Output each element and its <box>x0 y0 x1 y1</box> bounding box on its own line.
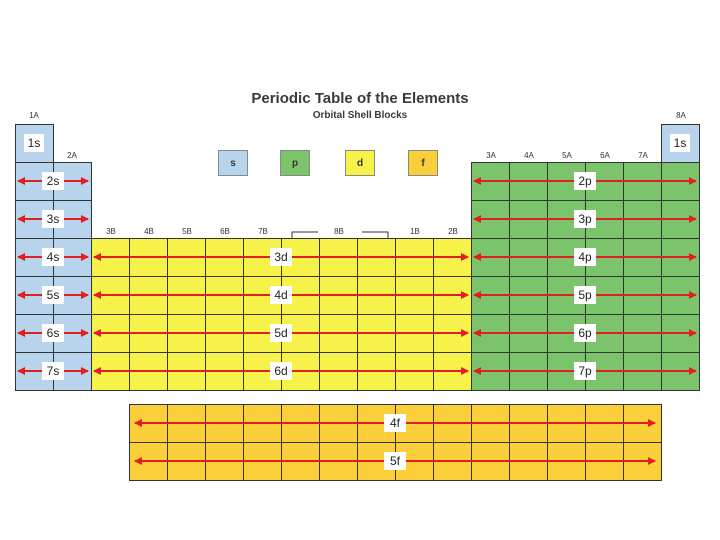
block-label-d: 3d <box>270 248 292 266</box>
block-label-p: 7p <box>574 362 596 380</box>
block-label-d: 4d <box>270 286 292 304</box>
legend-f-block: f <box>408 150 438 176</box>
group-label-2b: 2B <box>448 227 458 236</box>
page-title: Periodic Table of the Elements <box>251 90 469 107</box>
block-label-s: 7s <box>42 362 64 380</box>
group-label-1a: 1A <box>29 111 39 120</box>
block-label-p: 2p <box>574 172 596 190</box>
group-label-5a: 5A <box>562 151 572 160</box>
element-cell-s <box>15 124 54 163</box>
block-label-f: 4f <box>384 414 406 432</box>
group-label-6b: 6B <box>220 227 230 236</box>
block-label-d: 6d <box>270 362 292 380</box>
legend-s-block: s <box>218 150 248 176</box>
group-label-7b: 7B <box>258 227 268 236</box>
block-label-p: 3p <box>574 210 596 228</box>
page-subtitle: Orbital Shell Blocks <box>312 110 408 121</box>
block-label-d: 5d <box>270 324 292 342</box>
block-label-s: 5s <box>42 286 64 304</box>
group-label-1b: 1B <box>410 227 420 236</box>
block-label-1s-h: 1s <box>24 134 44 152</box>
group-label-3a: 3A <box>486 151 496 160</box>
block-label-p: 4p <box>574 248 596 266</box>
legend-p-block: p <box>280 150 310 176</box>
group-label-8a: 8A <box>676 111 686 120</box>
block-label-s: 4s <box>42 248 64 266</box>
block-label-s: 6s <box>42 324 64 342</box>
group-label-5b: 5B <box>182 227 192 236</box>
block-label-p: 5p <box>574 286 596 304</box>
group-label-8b: 8B <box>320 227 358 236</box>
group-label-7a: 7A <box>638 151 648 160</box>
group-label-2a: 2A <box>67 151 77 160</box>
group-label-3b: 3B <box>106 227 116 236</box>
group-label-4a: 4A <box>524 151 534 160</box>
legend-d-block: d <box>345 150 375 176</box>
block-label-s: 3s <box>42 210 64 228</box>
group-label-6a: 6A <box>600 151 610 160</box>
block-label-f: 5f <box>384 452 406 470</box>
block-label-p: 6p <box>574 324 596 342</box>
block-label-s: 2s <box>42 172 64 190</box>
group-label-4b: 4B <box>144 227 154 236</box>
block-label-1s-he: 1s <box>670 134 690 152</box>
